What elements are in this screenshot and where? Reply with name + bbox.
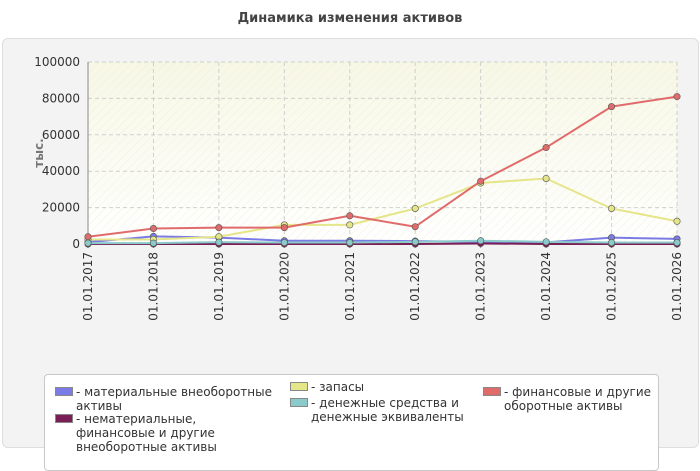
- legend-label: - материальные внеоборотные активы: [76, 385, 272, 413]
- series-4-point: [542, 144, 550, 152]
- y-tick-label: 100000: [34, 55, 80, 69]
- series-line-2: [88, 177, 678, 241]
- y-tick-label: 20000: [42, 201, 80, 215]
- x-tick-label: 01.01.2026: [670, 252, 684, 321]
- legend-label-line: - нематериальные,: [76, 412, 197, 426]
- series-3-point: [280, 239, 288, 247]
- series-2-point: [346, 221, 354, 229]
- y-axis-label: тыс.: [32, 138, 46, 167]
- x-tick-label: 01.01.2020: [277, 252, 291, 321]
- x-tick-label: 01.01.2019: [212, 252, 226, 321]
- legend-swatch: [483, 387, 501, 396]
- series-4-point: [149, 225, 157, 233]
- series-2-point: [542, 174, 550, 182]
- series-4-point: [608, 103, 616, 111]
- x-tick-label: 01.01.2022: [408, 252, 422, 321]
- x-tick-label: 01.01.2023: [474, 252, 488, 321]
- y-tick-label: 0: [72, 237, 80, 251]
- series-2-point: [673, 217, 681, 225]
- chart-legend: - материальные внеоборотные активы - немат…: [44, 374, 659, 471]
- legend-label-line: - материальные внеоборотные: [76, 385, 272, 399]
- x-tick-label: 01.01.2021: [343, 252, 357, 321]
- legend-swatch: [55, 414, 73, 423]
- legend-label-line: финансовые и другие: [76, 426, 215, 440]
- series-3-point: [542, 238, 550, 246]
- series-3-point: [149, 239, 157, 247]
- series-line-4: [87, 95, 678, 238]
- series-3-point: [346, 239, 354, 247]
- chart-panel: 0 20000 40000 60000 80000 100000 01.01.2017 01.…: [2, 38, 699, 471]
- x-tick-label: 01.01.2025: [605, 252, 619, 321]
- series-4-point: [411, 223, 419, 231]
- legend-label-line: внеоборотные активы: [76, 440, 217, 454]
- x-tick-label: 01.01.2018: [146, 252, 160, 321]
- series-line-1: [88, 242, 677, 245]
- chart-title: Динамика изменения активов: [237, 11, 463, 26]
- y-tick-label: 80000: [42, 91, 80, 105]
- series-3-point: [411, 238, 419, 246]
- legend-label: - запасы: [311, 380, 364, 394]
- plot-hatch: [88, 62, 677, 244]
- series-4-point: [84, 233, 92, 241]
- series-3-point: [477, 237, 485, 245]
- legend-label: - нематериальные, финансовые и другие внео…: [76, 412, 217, 454]
- series-2-point: [608, 205, 616, 213]
- y-tick-label: 40000: [42, 164, 80, 178]
- legend-label-line: - запасы: [311, 380, 365, 394]
- series-2-point: [411, 205, 419, 213]
- series-4-point: [280, 224, 288, 232]
- series-4-point: [477, 177, 485, 185]
- legend-label-line: денежные эквиваленты: [311, 410, 464, 424]
- legend-label-line: активы: [76, 399, 122, 413]
- x-tick-label: 01.01.2017: [81, 252, 95, 321]
- series-3-point: [608, 239, 616, 247]
- series-line-0: [87, 235, 678, 244]
- legend-swatch: [290, 398, 308, 407]
- line-chart: 0 20000 40000 60000 80000 100000 01.01.2017 01.…: [32, 55, 684, 321]
- legend-label-line: - денежные средства и: [311, 396, 459, 410]
- y-tick-label: 60000: [42, 128, 80, 142]
- series-4-point: [215, 224, 223, 232]
- series-3-point: [215, 238, 223, 246]
- x-tick-label: 01.01.2024: [539, 252, 553, 321]
- series-line-3: [88, 239, 677, 245]
- legend-swatch: [55, 387, 73, 396]
- series-4-point: [673, 93, 681, 101]
- series-3-point: [673, 239, 681, 247]
- legend-label-line: - финансовые и другие: [504, 385, 652, 399]
- series-3-point: [84, 239, 92, 247]
- series-4-point: [346, 212, 354, 220]
- legend-label: - денежные средства и денежные эквивалент…: [311, 396, 464, 424]
- legend-label: - финансовые и другие оборотные активы: [504, 385, 651, 413]
- legend-label-line: оборотные активы: [504, 399, 623, 413]
- legend-swatch: [290, 382, 308, 391]
